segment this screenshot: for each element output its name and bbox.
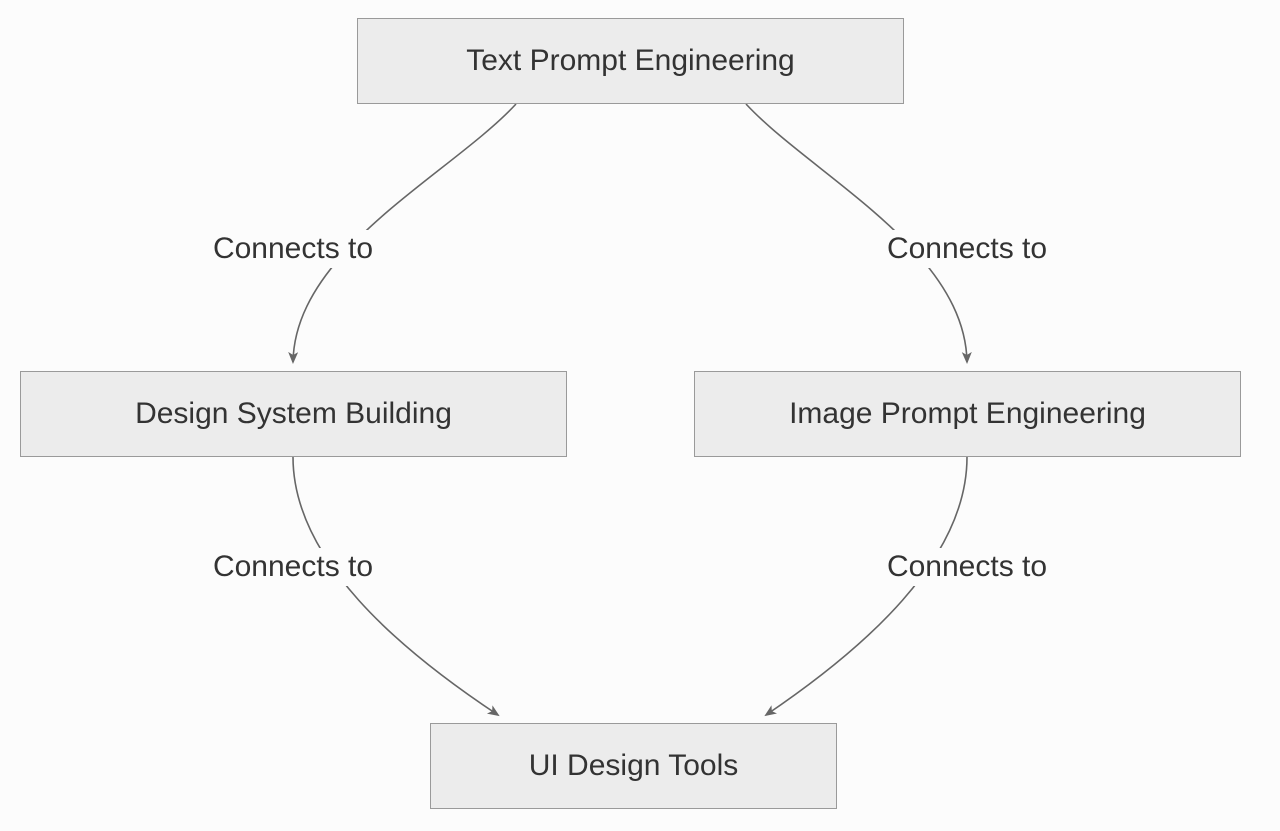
node-label: Design System Building <box>135 397 452 431</box>
edge-label-text: Connects to <box>213 550 373 583</box>
edge-label: Connects to <box>881 548 1053 586</box>
edge-label: Connects to <box>207 548 379 586</box>
edge-label-text: Connects to <box>887 550 1047 583</box>
flowchart-canvas: Text Prompt Engineering Design System Bui… <box>0 0 1280 831</box>
edge-image-prompt-to-ui-tools <box>766 457 967 715</box>
node-design-system: Design System Building <box>20 371 567 457</box>
node-ui-tools: UI Design Tools <box>430 723 837 809</box>
edge-label-text: Connects to <box>887 232 1047 265</box>
edge-label-text: Connects to <box>213 232 373 265</box>
node-label: Image Prompt Engineering <box>789 397 1146 431</box>
node-label: Text Prompt Engineering <box>466 44 795 78</box>
node-text-prompt: Text Prompt Engineering <box>357 18 904 104</box>
edge-label: Connects to <box>207 230 379 268</box>
node-label: UI Design Tools <box>529 749 739 783</box>
node-image-prompt: Image Prompt Engineering <box>694 371 1241 457</box>
edge-design-system-to-ui-tools <box>293 457 498 715</box>
edge-label: Connects to <box>881 230 1053 268</box>
